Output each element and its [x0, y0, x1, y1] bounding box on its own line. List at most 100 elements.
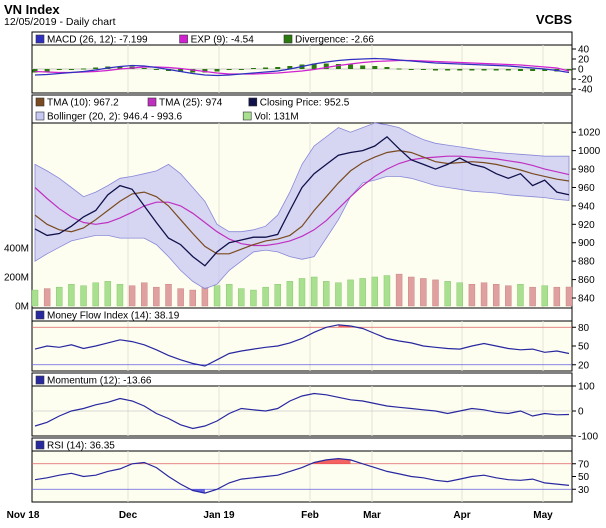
- divergence-bar: [530, 69, 536, 71]
- volume-bar: [225, 284, 233, 307]
- volume-bar: [153, 286, 160, 307]
- tma25-line: [34, 155, 570, 247]
- legend-label: Divergence: -2.66: [295, 35, 374, 46]
- price-tick-label: 840: [578, 294, 595, 305]
- volume-bar: [505, 285, 512, 307]
- divergence-bar: [226, 69, 232, 70]
- legend-label: Bollinger (20, 2): 946.4 - 993.6: [47, 112, 183, 123]
- macd-tick-label: 0: [578, 65, 584, 76]
- legend-swatch: [35, 375, 45, 385]
- divergence-bar: [178, 69, 184, 72]
- divergence-bar: [190, 69, 196, 73]
- divergence-bar: [566, 69, 572, 71]
- divergence-bar: [323, 63, 329, 69]
- exp-line: [34, 59, 570, 75]
- legend-swatch: [35, 111, 45, 121]
- divergence-bar: [469, 69, 475, 71]
- volume-bar: [68, 284, 75, 307]
- price-tick-label: 860: [578, 275, 595, 286]
- volume-bar: [286, 281, 294, 307]
- volume-bar: [177, 288, 184, 307]
- price-tick-label: 920: [578, 220, 595, 231]
- volume-bar: [92, 282, 99, 307]
- divergence-bar: [433, 69, 438, 71]
- divergence-bar: [153, 69, 159, 70]
- divergence-bar: [335, 64, 341, 69]
- price-tick-label: 1000: [578, 146, 601, 157]
- volume-bar: [274, 284, 281, 307]
- tma10-line: [34, 149, 570, 255]
- divergence-bar: [287, 66, 293, 69]
- divergence-bar: [408, 69, 414, 70]
- divergence-bar: [93, 67, 99, 69]
- x-tick-label: Apr: [453, 510, 470, 521]
- legend-label: Money Flow Index (14): 38.19: [47, 311, 180, 322]
- volume-bar: [165, 284, 172, 307]
- volume-bar: [517, 284, 524, 307]
- macd-tick-label: 20: [578, 55, 590, 66]
- chart-panels: MACD (26, 12): -7.199 EXP (9): -4.54 Diver…: [4, 31, 601, 503]
- volume-bar: [444, 281, 451, 307]
- volume-tick-label: 400M: [4, 244, 29, 255]
- momentum-tick-label: 0: [578, 407, 584, 418]
- mfi-tick-label: 50: [578, 342, 590, 353]
- volume-bar: [383, 275, 391, 307]
- divergence-bar: [445, 69, 451, 71]
- volume-bar: [43, 288, 51, 307]
- legend-label: Closing Price: 952.5: [260, 98, 350, 109]
- legend-label: Momentum (12): -13.66: [47, 376, 152, 387]
- divergence-bar: [81, 68, 87, 70]
- overbought-fill: [314, 458, 351, 464]
- volume-bar: [262, 286, 269, 307]
- legend-swatch: [242, 111, 252, 121]
- legend-swatch: [35, 310, 45, 320]
- volume-bar: [347, 279, 354, 307]
- divergence-bar: [263, 67, 269, 69]
- macd-tick-label: -40: [578, 85, 593, 96]
- x-tick-label: Dec: [119, 510, 138, 521]
- divergence-bar: [250, 68, 256, 69]
- volume-bar: [104, 281, 112, 307]
- divergence-bar: [481, 69, 487, 71]
- macd-line: [34, 57, 570, 77]
- mfi-panel: [31, 320, 573, 372]
- divergence-bar: [348, 64, 354, 69]
- divergence-bar: [214, 69, 220, 72]
- volume-bar: [80, 285, 87, 307]
- x-tick-label: Feb: [301, 510, 319, 521]
- momentum-tick-label: -100: [578, 432, 598, 443]
- x-tick-label: Nov 18: [7, 510, 40, 521]
- divergence-bar: [117, 66, 123, 69]
- divergence-bar: [457, 69, 463, 71]
- mfi-tick-label: 20: [578, 360, 590, 371]
- volume-bar: [189, 289, 196, 307]
- volume-bar: [56, 286, 63, 307]
- volume-bar: [432, 279, 439, 307]
- volume-bar: [553, 286, 561, 307]
- volume-tick-label: 0M: [15, 302, 29, 313]
- legend-label: MACD (26, 12): -7.199: [47, 35, 148, 46]
- rsi-tick-label: 70: [578, 459, 590, 470]
- legend-swatch: [35, 97, 45, 107]
- price-tick-label: 1020: [578, 128, 601, 139]
- legend-swatch: [35, 34, 45, 44]
- divergence-bar: [505, 69, 511, 71]
- divergence-bar: [542, 69, 548, 71]
- divergence-bar: [275, 67, 281, 69]
- legend-swatch: [283, 34, 293, 44]
- divergence-bar: [372, 66, 378, 69]
- volume-bar: [116, 284, 124, 307]
- rsi-tick-label: 30: [578, 485, 590, 496]
- legend-swatch: [147, 97, 157, 107]
- legend-swatch: [35, 440, 45, 450]
- volume-bar: [541, 285, 548, 307]
- chart-subtitle: 12/05/2019 - Daily chart: [4, 16, 116, 28]
- x-tick-label: May: [533, 510, 553, 521]
- volume-bar: [456, 282, 463, 307]
- legend-label: EXP (9): -4.54: [191, 35, 255, 46]
- volume-bar: [395, 273, 403, 307]
- rsi-panel: [31, 450, 573, 503]
- volume-bar: [310, 276, 318, 307]
- divergence-bar: [202, 69, 208, 73]
- volume-bar: [128, 285, 136, 307]
